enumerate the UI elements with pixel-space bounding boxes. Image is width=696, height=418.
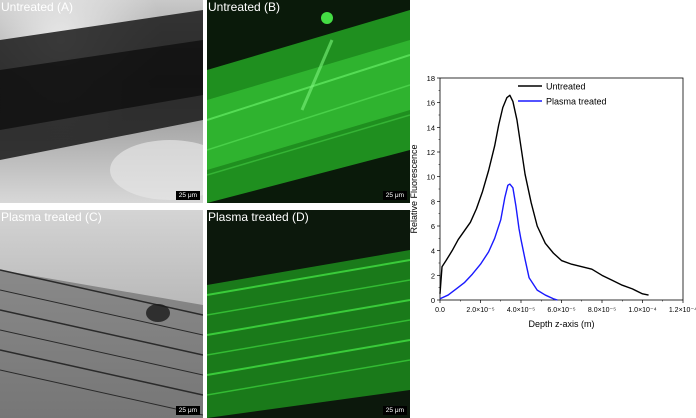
panel-label-d: Plasma treated (D) (208, 210, 309, 224)
scale-bar-d: 25 μm (382, 406, 407, 415)
y-tick-label: 12 (427, 148, 435, 157)
legend-label: Untreated (546, 82, 586, 92)
panel-label-a: Untreated (A) (1, 0, 74, 14)
y-axis-label: Relative Fluorescence (409, 144, 419, 233)
micrograph-panel-d: Plasma treated (D) 25 μm (207, 210, 410, 418)
brightfield-image-plasma-treated (0, 210, 203, 418)
fluorescence-image-untreated (207, 0, 410, 203)
legend-label: Plasma treated (546, 97, 607, 107)
y-tick-label: 16 (427, 99, 435, 108)
panel-label-b: Untreated (B) (208, 0, 281, 14)
x-tick-label: 2.0×10⁻⁵ (466, 307, 494, 314)
y-tick-label: 10 (427, 173, 435, 182)
y-tick-label: 6 (431, 222, 435, 231)
micrograph-panel-a: Untreated (A) 25 μm (0, 0, 203, 203)
panel-label-c: Plasma treated (C) (1, 210, 102, 224)
y-tick-label: 4 (431, 247, 435, 256)
y-tick-label: 8 (431, 197, 435, 206)
x-tick-label: 1.0×10⁻⁴ (628, 307, 656, 314)
scale-bar-a: 25 μm (175, 191, 200, 200)
brightfield-image-untreated (0, 0, 203, 203)
y-tick-label: 0 (431, 296, 435, 305)
legend: Untreated Plasma treated (518, 82, 607, 107)
y-tick-label: 18 (427, 74, 435, 83)
fluorescence-depth-chart: 0 2 4 6 8 10 12 14 16 18 0.0 2.0×10⁻⁵ 4.0×10⁻⁵ 6.0×10… (408, 68, 696, 338)
x-tick-label: 0.0 (435, 307, 445, 314)
y-tick-label: 14 (427, 123, 435, 132)
micrograph-panel-c: Plasma treated (C) 25 μm (0, 210, 203, 418)
series-line-plasma-treated (439, 183, 558, 301)
series-line-untreated (439, 94, 649, 296)
fluorescence-image-plasma-treated (207, 210, 410, 418)
x-tick-label: 4.0×10⁻⁵ (507, 307, 535, 314)
x-axis-label: Depth z-axis (m) (528, 319, 594, 329)
chart-canvas: 0 2 4 6 8 10 12 14 16 18 0.0 2.0×10⁻⁵ 4.0×10⁻⁵ 6.0×10… (409, 74, 696, 329)
plot-frame (439, 77, 684, 301)
x-tick-label: 6.0×10⁻⁵ (547, 307, 575, 314)
scale-bar-c: 25 μm (175, 406, 200, 415)
x-tick-label: 8.0×10⁻⁵ (588, 307, 616, 314)
y-tick-label: 2 (431, 271, 435, 280)
micrograph-panel-b: Untreated (B) 25 μm (207, 0, 410, 203)
x-tick-label: 1.2×10⁻⁴ (669, 307, 696, 314)
scale-bar-b: 25 μm (382, 191, 407, 200)
